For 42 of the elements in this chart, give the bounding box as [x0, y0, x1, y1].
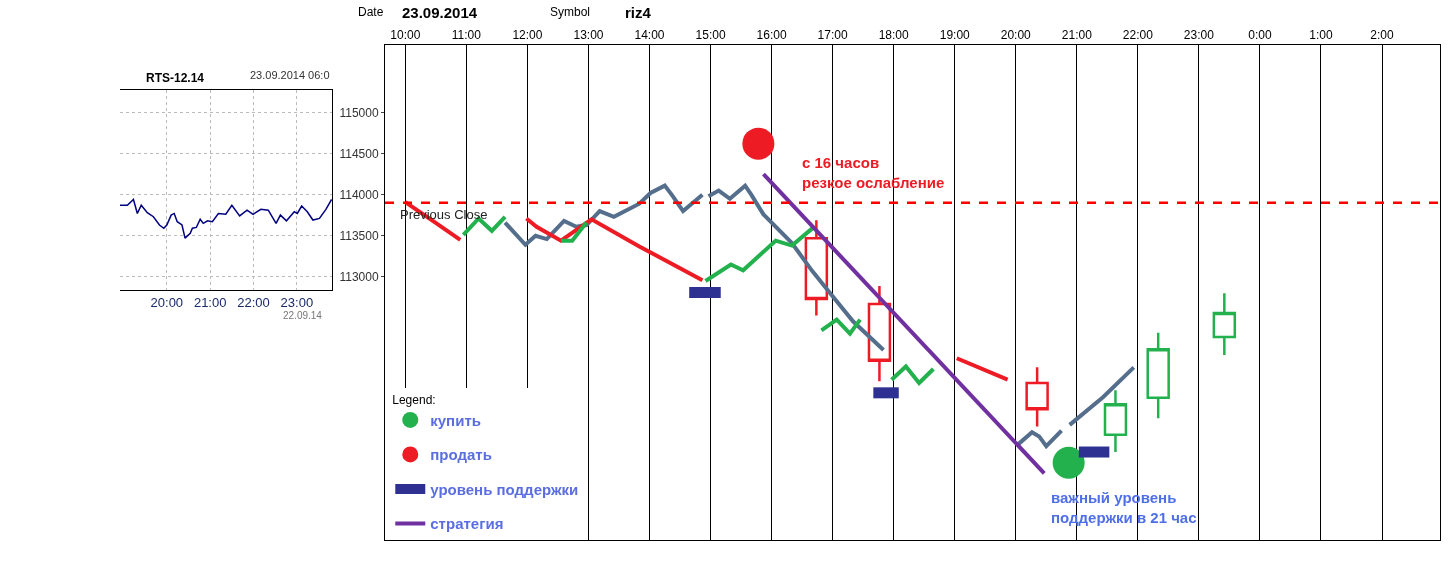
x-tick-label: 15:00 [695, 28, 726, 43]
candlestick [1146, 331, 1170, 420]
legend-label: купить [430, 411, 481, 429]
legend-title: Legend: [392, 392, 436, 407]
x-tick-label: 21:00 [193, 294, 227, 310]
text: 23.09.2014 [402, 4, 478, 21]
x-tick-label: 1:00 [1309, 28, 1333, 43]
x-tick-label: 22:00 [237, 294, 270, 310]
text: Symbol [550, 5, 591, 19]
candlestick [1025, 366, 1049, 428]
x-tick-label: 12:00 [512, 28, 543, 43]
legend-label: продать [430, 446, 492, 464]
x-tick-label: 22:00 [1122, 28, 1154, 43]
y-tick-label: 113500 [339, 228, 379, 243]
text: 22.09.14 [283, 310, 323, 321]
legend-label: стратегия [430, 515, 504, 533]
x-tick-label: 16:00 [756, 28, 787, 43]
y-tick-label: 114500 [339, 146, 379, 161]
x-tick-label: 20:00 [1000, 28, 1032, 43]
y-tick-label: 115000 [339, 105, 379, 120]
text: 23.09.2014 06:0 [250, 69, 330, 81]
x-tick-label: 2:00 [1370, 28, 1395, 43]
y-tick-label: 113000 [339, 270, 379, 285]
x-tick-label: 23:00 [1183, 28, 1215, 43]
chart-title: RTS-12.14 [146, 71, 205, 86]
x-tick-label: 13:00 [573, 28, 604, 43]
x-tick-label: 23:00 [280, 294, 314, 310]
x-tick-label: 17:00 [817, 28, 848, 43]
candlestick [1103, 389, 1128, 454]
x-tick-label: 10:00 [390, 28, 421, 43]
x-tick-label: 19:00 [939, 28, 971, 43]
x-tick-label: 11:00 [451, 28, 482, 43]
text: Date [358, 5, 384, 19]
x-tick-label: 20:00 [150, 294, 184, 310]
x-tick-label: 21:00 [1061, 28, 1093, 43]
x-tick-label: 14:00 [634, 28, 665, 43]
x-tick-label: 0:00 [1248, 28, 1272, 43]
x-tick-label: 18:00 [878, 28, 910, 43]
legend-label: уровень поддержки [430, 480, 579, 498]
y-tick-label: 114000 [339, 187, 379, 202]
candlestick [1212, 292, 1237, 357]
text: riz4 [625, 4, 652, 21]
